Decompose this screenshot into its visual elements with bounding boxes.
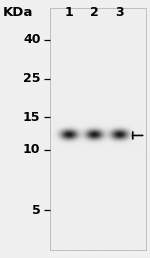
Text: 2: 2 [90, 6, 99, 19]
Text: 10: 10 [23, 143, 40, 156]
Text: KDa: KDa [3, 6, 33, 19]
Text: 1: 1 [65, 6, 73, 19]
Text: 40: 40 [23, 34, 40, 46]
Text: 15: 15 [23, 111, 40, 124]
Text: 25: 25 [23, 72, 40, 85]
Text: 3: 3 [116, 6, 124, 19]
Bar [50, 8, 146, 250]
Text: 5: 5 [32, 204, 40, 217]
